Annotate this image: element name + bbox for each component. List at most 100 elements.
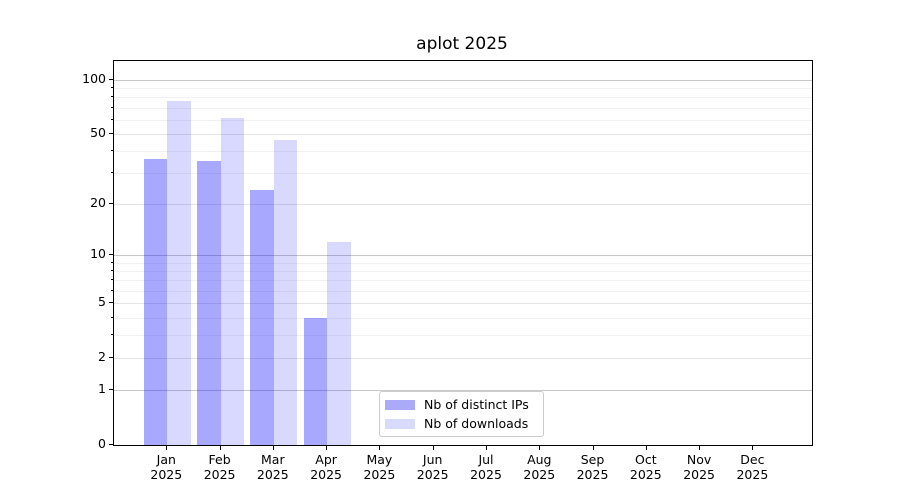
y-tick-label-5: 5 [98, 294, 106, 310]
plot-area [113, 60, 813, 446]
x-tick-label-aug: Aug 2025 [509, 452, 569, 482]
chart-title: aplot 2025 [416, 34, 508, 54]
gridline-9 [114, 262, 812, 264]
y-tick-label-10: 10 [90, 246, 106, 262]
x-tick-label-jun: Jun 2025 [403, 452, 463, 482]
y-minor-tick-60 [111, 118, 113, 120]
legend-swatch-downloads [385, 418, 415, 429]
x-tick-dec [752, 445, 754, 450]
y-minor-tick-8 [111, 270, 113, 272]
y-minor-tick-4 [111, 316, 113, 318]
gridline-1 [114, 390, 812, 392]
bar-downloads-mar [273, 140, 298, 445]
x-tick-year-jan: 2025 [150, 467, 183, 482]
y-tick-label-2: 2 [98, 349, 106, 365]
gridline-6 [114, 291, 812, 292]
y-minor-tick-40 [111, 150, 113, 152]
y-minor-tick-80 [111, 96, 113, 98]
gridline-20 [114, 204, 812, 206]
x-tick-apr [326, 445, 328, 450]
bar-distinct-ips-mar [250, 190, 274, 445]
gridline-100 [114, 79, 812, 81]
y-minor-tick-70 [111, 106, 113, 108]
x-tick-label-dec: Dec 2025 [722, 452, 782, 482]
x-tick-sep [592, 445, 594, 450]
x-tick-year-feb: 2025 [203, 467, 236, 482]
legend-entry-downloads: Nb of downloads [385, 415, 535, 431]
x-tick-label-apr: Apr 2025 [296, 452, 356, 482]
gridline-4 [114, 317, 812, 319]
y-tick-2 [109, 357, 113, 359]
bar-distinct-ips-jan [143, 159, 168, 445]
bar-downloads-feb [220, 118, 245, 445]
y-tick-50 [109, 132, 113, 134]
x-tick-year-aug: 2025 [523, 467, 556, 482]
y-minor-tick-6 [111, 290, 113, 291]
y-tick-label-0: 0 [98, 436, 106, 451]
y-minor-tick-9 [111, 261, 113, 263]
legend-label-distinct-ips: Nb of distinct IPs [424, 396, 529, 412]
y-tick-label-1: 1 [98, 381, 106, 397]
gridline-7 [114, 280, 812, 282]
y-tick-0 [109, 444, 113, 445]
y-tick-label-100: 100 [82, 70, 106, 86]
gridline-2 [114, 358, 812, 360]
gridline-8 [114, 271, 812, 273]
x-tick-label-sep: Sep 2025 [563, 452, 623, 482]
gridline-10 [114, 255, 812, 257]
x-tick-jan [166, 445, 168, 450]
y-tick-20 [109, 203, 113, 205]
x-tick-label-may: May 2025 [349, 452, 409, 482]
gridline-3 [114, 335, 812, 337]
gridline-90 [114, 88, 812, 89]
x-tick-year-oct: 2025 [629, 467, 662, 482]
x-tick-label-jul: Jul 2025 [456, 452, 516, 482]
x-tick-mar [272, 445, 274, 450]
gridline-30 [114, 173, 812, 175]
x-tick-label-nov: Nov 2025 [669, 452, 729, 482]
bar-downloads-jan [167, 101, 191, 445]
y-tick-100 [109, 78, 113, 80]
x-tick-aug [539, 445, 541, 450]
y-tick-1 [109, 389, 113, 391]
x-tick-year-apr: 2025 [310, 467, 342, 482]
gridline-80 [114, 97, 812, 99]
gridline-70 [114, 107, 812, 109]
x-tick-year-sep: 2025 [576, 467, 609, 482]
x-tick-nov [699, 445, 701, 450]
legend-entry-distinct-ips: Nb of distinct IPs [385, 396, 535, 412]
gridline-5 [114, 303, 812, 305]
gridline-50 [114, 133, 812, 135]
bar-distinct-ips-apr [303, 317, 328, 445]
x-tick-label-mar: Mar 2025 [243, 452, 303, 482]
y-minor-tick-30 [111, 172, 113, 174]
bar-downloads-apr [327, 242, 351, 445]
x-tick-year-mar: 2025 [256, 467, 289, 482]
x-tick-label-oct: Oct 2025 [616, 452, 676, 482]
legend-label-downloads: Nb of downloads [424, 415, 529, 431]
y-minor-tick-7 [111, 279, 113, 281]
legend: Nb of distinct IPs Nb of downloads [379, 391, 544, 437]
x-tick-year-dec: 2025 [736, 467, 769, 482]
x-tick-label-feb: Feb 2025 [190, 452, 250, 482]
bar-distinct-ips-feb [197, 161, 221, 445]
y-tick-label-50: 50 [90, 124, 106, 140]
x-tick-year-jun: 2025 [416, 467, 449, 482]
x-tick-label-jan: Jan 2025 [136, 452, 196, 482]
y-tick-label-20: 20 [90, 195, 106, 211]
legend-swatch-distinct-ips [385, 399, 415, 410]
x-tick-year-jul: 2025 [470, 467, 502, 482]
x-tick-year-nov: 2025 [683, 467, 715, 482]
y-minor-tick-3 [111, 334, 113, 336]
x-tick-jun [432, 445, 434, 450]
x-tick-may [379, 445, 381, 450]
y-tick-10 [109, 254, 113, 256]
x-tick-oct [645, 445, 647, 450]
gridline-60 [114, 119, 812, 121]
gridline-40 [114, 151, 812, 153]
x-tick-jul [486, 445, 487, 450]
x-tick-feb [219, 445, 221, 450]
x-tick-year-may: 2025 [363, 467, 396, 482]
y-minor-tick-90 [111, 87, 113, 88]
